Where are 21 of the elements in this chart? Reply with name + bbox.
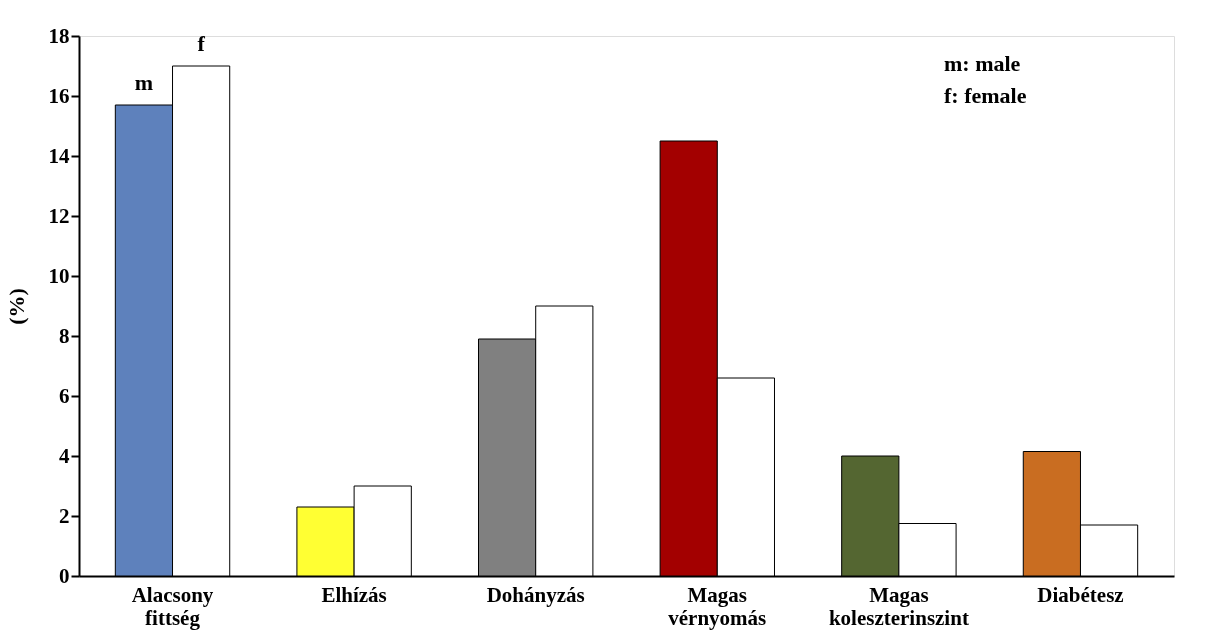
x-tick-label: Elhízás [321, 582, 387, 607]
x-tick-label: Magas vérnyomás [668, 582, 767, 630]
annotation: f: female [944, 83, 1027, 108]
series-label: f [197, 31, 206, 56]
y-tick-label: 8 [59, 323, 70, 348]
y-axis-title: (%) [3, 288, 29, 325]
series-label: m [134, 70, 154, 95]
x-tick-label: Diabétesz [1037, 582, 1124, 607]
annotation: m: male [944, 51, 1021, 76]
x-tick-label: Alacsony fittség [131, 582, 214, 630]
y-tick-label: 6 [59, 383, 70, 408]
y-tick-label: 12 [48, 203, 70, 228]
y-tick-label: 18 [48, 23, 70, 48]
y-tick-label: 14 [48, 143, 70, 168]
y-tick-label: 2 [59, 503, 70, 528]
x-tick-label: Magas koleszterinszint [828, 582, 969, 630]
x-tick-label: Dohányzás [486, 582, 585, 607]
y-tick-label: 0 [59, 563, 70, 588]
y-tick-label: 10 [48, 263, 70, 288]
y-tick-label: 4 [59, 443, 70, 468]
y-tick-label: 16 [48, 83, 70, 108]
